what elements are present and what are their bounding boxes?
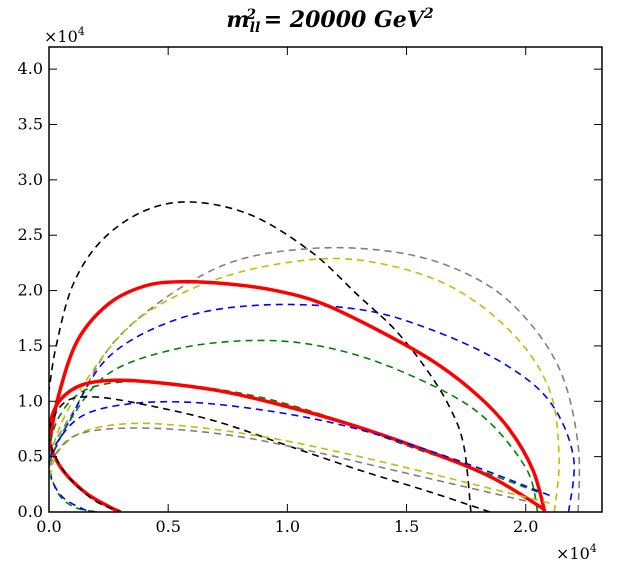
x-multiplier: ×104 (556, 542, 597, 563)
y-tick-label: 2.5 (18, 225, 43, 244)
series-gray-outer (49, 246, 581, 512)
series-yellow-inner (49, 422, 550, 504)
series-red-inner (49, 378, 546, 512)
series-blue-inner (49, 400, 550, 512)
series-blue-outer (49, 303, 575, 512)
series-green-outer (49, 339, 539, 512)
x-tick-label: 1.0 (275, 517, 300, 536)
title-rest: = 20000 GeV (256, 7, 426, 33)
series-gray-inner (49, 427, 526, 502)
title-sup: 2 (245, 7, 256, 23)
x-tick-label: 0.0 (36, 517, 61, 536)
x-multiplier-exp: 4 (590, 542, 597, 555)
y-tick-label: 2.0 (18, 281, 43, 300)
y-tick-label: 4.0 (18, 59, 43, 78)
y-multiplier-base: ×10 (44, 27, 78, 46)
series-red-outer (49, 279, 547, 512)
x-multiplier-base: ×10 (556, 544, 590, 563)
x-tick-label: 0.5 (155, 517, 180, 536)
series-black-outer (49, 201, 472, 512)
y-tick-label: 1.5 (18, 336, 43, 355)
chart-title: mll2 = 20000 GeV2 (226, 6, 433, 36)
y-tick-label: 0.5 (18, 447, 43, 466)
title-base: m (226, 7, 249, 33)
x-tick-label: 1.5 (394, 517, 419, 536)
series-layer (49, 201, 581, 512)
y-multiplier: ×104 (44, 25, 85, 46)
series-yellow-outer (49, 257, 560, 512)
plot-frame (48, 46, 603, 513)
y-tick-label: 0.0 (18, 502, 43, 521)
title-sub: ll (250, 20, 261, 36)
y-multiplier-exp: 4 (78, 25, 85, 38)
title-rest-sup: 2 (423, 6, 434, 22)
y-tick-label: 1.0 (18, 391, 43, 410)
y-tick-label: 3.0 (18, 170, 43, 189)
ticks-layer: 0.0 0.5 1.0 1.5 2.0 0.0 0.5 1.0 1.5 2.0 2.5 3.0 3.5 4… (18, 47, 602, 536)
series-black-inner (49, 396, 491, 512)
y-tick-label: 3.5 (18, 115, 43, 134)
x-tick-label: 2.0 (513, 517, 538, 536)
